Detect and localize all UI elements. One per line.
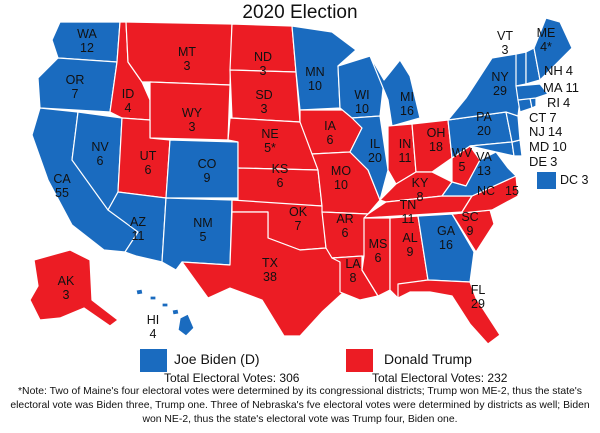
label-TX: TX 38 bbox=[262, 256, 278, 284]
label-KY: KY 8 bbox=[411, 176, 429, 204]
dc-label: DC 3 bbox=[560, 173, 589, 187]
state-TX bbox=[181, 211, 347, 337]
us-election-map bbox=[29, 17, 573, 345]
label-PA: PA 20 bbox=[476, 110, 492, 138]
dc-swatch bbox=[537, 172, 556, 189]
label-IN: IN 11 bbox=[398, 137, 412, 165]
label-UT: UT 6 bbox=[139, 149, 157, 177]
label-MS: MS 6 bbox=[368, 237, 388, 265]
footnote: *Note: Two of Maine's four electoral vot… bbox=[10, 386, 590, 425]
state-LA bbox=[331, 255, 379, 301]
label-ID: ID 4 bbox=[121, 87, 135, 115]
state-VA bbox=[441, 151, 517, 197]
label-WV: WV 5 bbox=[451, 146, 473, 174]
state-OR bbox=[37, 57, 118, 113]
label-HI: HI 4 bbox=[146, 313, 160, 341]
label-NH: NH 4 bbox=[544, 63, 574, 78]
state-VT bbox=[515, 51, 527, 87]
label-DE: DE 3 bbox=[529, 154, 558, 169]
label-CT: CT 7 bbox=[529, 110, 557, 125]
label-SD: SD 3 bbox=[255, 88, 273, 116]
label-NJ: NJ 14 bbox=[529, 124, 563, 139]
legend-biden-name: Joe Biden (D) bbox=[174, 351, 260, 367]
state-MA bbox=[515, 83, 549, 101]
label-TN: TN 11 bbox=[399, 198, 417, 226]
state-AK bbox=[29, 249, 119, 327]
label-VT: VT 3 bbox=[497, 29, 513, 57]
label-OK: OK 7 bbox=[288, 205, 308, 233]
label-GA: GA 16 bbox=[436, 224, 456, 252]
label-WA: WA 12 bbox=[77, 27, 97, 55]
label-VA: VA 13 bbox=[476, 150, 492, 178]
label-AL: AL 9 bbox=[402, 231, 418, 259]
state-HI bbox=[135, 288, 195, 337]
legend-trump-swatch bbox=[346, 349, 373, 372]
label-AK: AK 3 bbox=[57, 274, 75, 302]
legend-biden-swatch bbox=[140, 349, 167, 372]
state-DE bbox=[511, 139, 523, 157]
label-MO: MO 10 bbox=[330, 164, 352, 192]
label-ME: ME 4* bbox=[536, 26, 556, 54]
label-WY: WY 3 bbox=[181, 106, 203, 134]
state-OH bbox=[411, 119, 453, 173]
state-ME bbox=[533, 17, 573, 81]
label-MN: MN 10 bbox=[305, 65, 325, 93]
label-NM: NM 5 bbox=[193, 216, 213, 244]
label-MA: MA 11 bbox=[543, 80, 579, 95]
label-IA: IA 6 bbox=[324, 119, 336, 147]
label-MD: MD 10 bbox=[529, 139, 567, 154]
label-FL: FL 29 bbox=[470, 283, 486, 311]
label-KS: KS 6 bbox=[271, 162, 289, 190]
label-ND: ND 3 bbox=[253, 50, 273, 78]
label-MI: MI 16 bbox=[400, 90, 414, 118]
state-MI bbox=[369, 55, 421, 127]
label-CO: CO 9 bbox=[197, 157, 217, 185]
label-OR: OR 7 bbox=[65, 73, 85, 101]
state-IL bbox=[349, 115, 389, 201]
label-AZ: AZ 11 bbox=[130, 215, 146, 243]
map-title: 2020 Election bbox=[242, 2, 358, 23]
votes-NC: 15 bbox=[505, 184, 519, 198]
label-NY: NY 29 bbox=[491, 70, 509, 98]
label-CA: CA 55 bbox=[53, 172, 71, 200]
legend-trump-total: Total Electoral Votes: 232 bbox=[372, 371, 508, 385]
label-SC: SC 9 bbox=[461, 210, 479, 238]
legend-trump-name: Donald Trump bbox=[384, 351, 472, 367]
label-WI: WI 10 bbox=[354, 88, 370, 116]
label-RI: RI 4 bbox=[547, 95, 571, 110]
label-NE: NE 5* bbox=[261, 127, 279, 155]
label-NC: NC bbox=[476, 184, 496, 198]
state-FL bbox=[397, 279, 501, 345]
label-LA: LA 8 bbox=[345, 257, 361, 285]
label-AR: AR 6 bbox=[336, 212, 354, 240]
label-IL: IL 20 bbox=[368, 137, 382, 165]
state-GA bbox=[417, 213, 475, 283]
label-MT: MT 3 bbox=[177, 45, 197, 73]
label-OH: OH 18 bbox=[426, 126, 446, 154]
label-NV: NV 6 bbox=[91, 140, 109, 168]
legend-biden-total: Total Electoral Votes: 306 bbox=[164, 371, 300, 385]
